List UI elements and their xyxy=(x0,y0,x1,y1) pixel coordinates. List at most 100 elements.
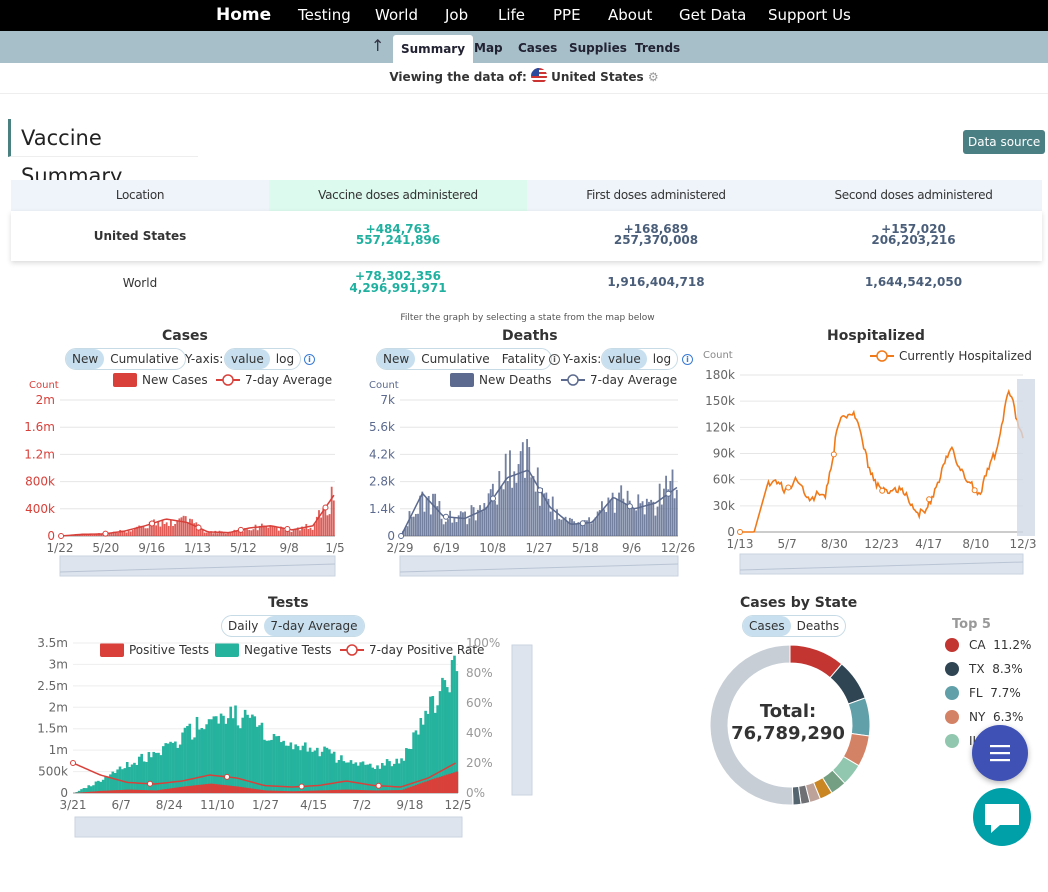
first-total: 257,370,008 xyxy=(613,233,699,247)
tab-summary[interactable]: Summary xyxy=(393,35,474,63)
chat-button[interactable] xyxy=(973,788,1031,846)
bar xyxy=(611,492,614,536)
nav-job[interactable]: Job xyxy=(445,6,469,24)
rate-marker xyxy=(147,780,153,787)
negative-tests-bar xyxy=(356,765,360,793)
positive-tests-bar xyxy=(287,791,290,793)
negative-tests-bar xyxy=(159,755,163,793)
toggle-log[interactable]: log xyxy=(275,352,295,366)
nav-testing[interactable]: Testing xyxy=(298,6,351,24)
positive-tests-bar xyxy=(125,789,129,793)
bar xyxy=(628,500,631,536)
nav-get-data[interactable]: Get Data xyxy=(679,6,747,24)
arrow-up-icon[interactable]: ↑ xyxy=(371,36,385,55)
col-header-doses[interactable]: Vaccine doses administered xyxy=(269,180,527,211)
il-dot-icon xyxy=(945,734,959,748)
negative-tests-bar xyxy=(111,771,115,793)
toggle-new[interactable]: New xyxy=(377,349,416,369)
info-icon[interactable]: i xyxy=(304,354,315,365)
positive-tests-bar xyxy=(429,779,432,793)
bar xyxy=(208,532,210,536)
tab-trends[interactable]: Trends xyxy=(635,41,681,55)
bar xyxy=(301,526,303,536)
viewing-country-name[interactable]: United States xyxy=(551,70,644,84)
legend-swatch xyxy=(113,373,137,387)
negative-tests-bar xyxy=(234,705,237,793)
negative-tests-bar xyxy=(202,729,206,793)
negative-tests-bar xyxy=(412,732,415,793)
positive-tests-bar xyxy=(92,791,95,793)
nav-home[interactable]: Home xyxy=(216,5,272,25)
bar xyxy=(579,524,582,536)
positive-tests-bar xyxy=(137,789,141,793)
bar xyxy=(466,524,469,536)
nav-ppe[interactable]: PPE xyxy=(553,6,581,24)
toggle-fatality[interactable]: Fatality xyxy=(501,352,546,366)
legend-swatch xyxy=(100,643,124,657)
toggle-cumulative[interactable]: Cumulative xyxy=(421,352,490,366)
negative-tests-bar xyxy=(190,739,194,793)
hospitalized-chart[interactable]: Currently Hospitalized Count 0 30k 60k 90k 120… xyxy=(698,343,1038,575)
bar xyxy=(246,529,248,536)
bar xyxy=(93,534,96,536)
toggle-value[interactable]: value xyxy=(225,349,270,369)
top5-state: NY xyxy=(969,710,986,724)
toggle-daily[interactable]: Daily xyxy=(228,619,259,633)
negative-tests-bar xyxy=(445,687,449,793)
bar xyxy=(498,471,501,536)
top5-item[interactable]: CA 11.2% xyxy=(945,638,1031,652)
tests-chart[interactable]: Positive Tests Negative Tests 7-day Positi… xyxy=(15,636,535,838)
cases-chart[interactable]: New Cases 7-day Average Count 0 400k 800k 1.2m… xyxy=(20,365,350,580)
top5-item[interactable]: TX 8.3% xyxy=(945,662,1023,676)
data-source-button[interactable]: Data source xyxy=(963,130,1046,154)
tab-map[interactable]: Map xyxy=(474,41,503,55)
nav-about[interactable]: About xyxy=(608,6,653,24)
toggle-cases[interactable]: Cases xyxy=(743,616,791,636)
col-header-location[interactable]: Location xyxy=(11,180,269,211)
y-axis-title: Count xyxy=(703,350,733,361)
toggle-value[interactable]: value xyxy=(602,349,647,369)
toggle-7day[interactable]: 7-day Average xyxy=(264,616,364,636)
page-title: Vaccine Summary xyxy=(8,119,198,188)
nav-support-us[interactable]: Support Us xyxy=(768,6,851,24)
average-marker xyxy=(490,495,497,502)
bar xyxy=(227,532,229,536)
negative-tests-bar xyxy=(284,745,288,793)
bar xyxy=(307,529,310,536)
positive-tests-bar xyxy=(299,791,302,793)
nav-life[interactable]: Life xyxy=(498,6,526,24)
negative-tests-bar xyxy=(246,714,249,793)
negative-tests-bar xyxy=(229,706,233,793)
positive-tests-bar xyxy=(361,790,365,793)
first-total: 1,916,404,718 xyxy=(607,275,705,289)
bar xyxy=(562,518,565,536)
negative-tests-bar xyxy=(113,772,117,793)
bar xyxy=(273,526,276,536)
bar xyxy=(296,527,299,536)
top5-item[interactable]: FL 7.7% xyxy=(945,686,1021,700)
toggle-new[interactable]: New xyxy=(66,349,105,369)
negative-tests-bar xyxy=(186,726,189,793)
table-row[interactable]: United States +484,763 557,241,896 +168,… xyxy=(11,211,1042,261)
toggle-log[interactable]: log xyxy=(652,352,672,366)
state-donut-chart[interactable]: Total:76,789,290 xyxy=(705,640,875,810)
bar xyxy=(573,521,576,536)
col-header-second[interactable]: Second doses administered xyxy=(785,180,1042,211)
top5-item[interactable]: NY 6.3% xyxy=(945,710,1023,724)
gear-icon[interactable]: ⚙ xyxy=(647,70,659,84)
deaths-chart[interactable]: New Deaths 7-day Average Count 0 1.4k 2.8k 4.2… xyxy=(360,365,695,580)
menu-button[interactable] xyxy=(972,725,1028,781)
positive-tests-bar xyxy=(150,790,153,793)
y-tick-label: 500k xyxy=(38,765,68,779)
nav-world[interactable]: World xyxy=(375,6,418,24)
tab-cases[interactable]: Cases xyxy=(518,41,558,55)
toggle-deaths[interactable]: Deaths xyxy=(796,619,840,633)
tab-supplies[interactable]: Supplies xyxy=(569,41,627,55)
negative-tests-bar xyxy=(75,792,79,793)
col-header-first[interactable]: First doses administered xyxy=(527,180,785,211)
negative-tests-bar xyxy=(409,749,413,793)
info-icon[interactable]: i xyxy=(682,354,693,365)
toggle-cumulative[interactable]: Cumulative xyxy=(110,352,179,366)
info-icon[interactable]: i xyxy=(549,354,560,365)
bar xyxy=(586,520,588,536)
